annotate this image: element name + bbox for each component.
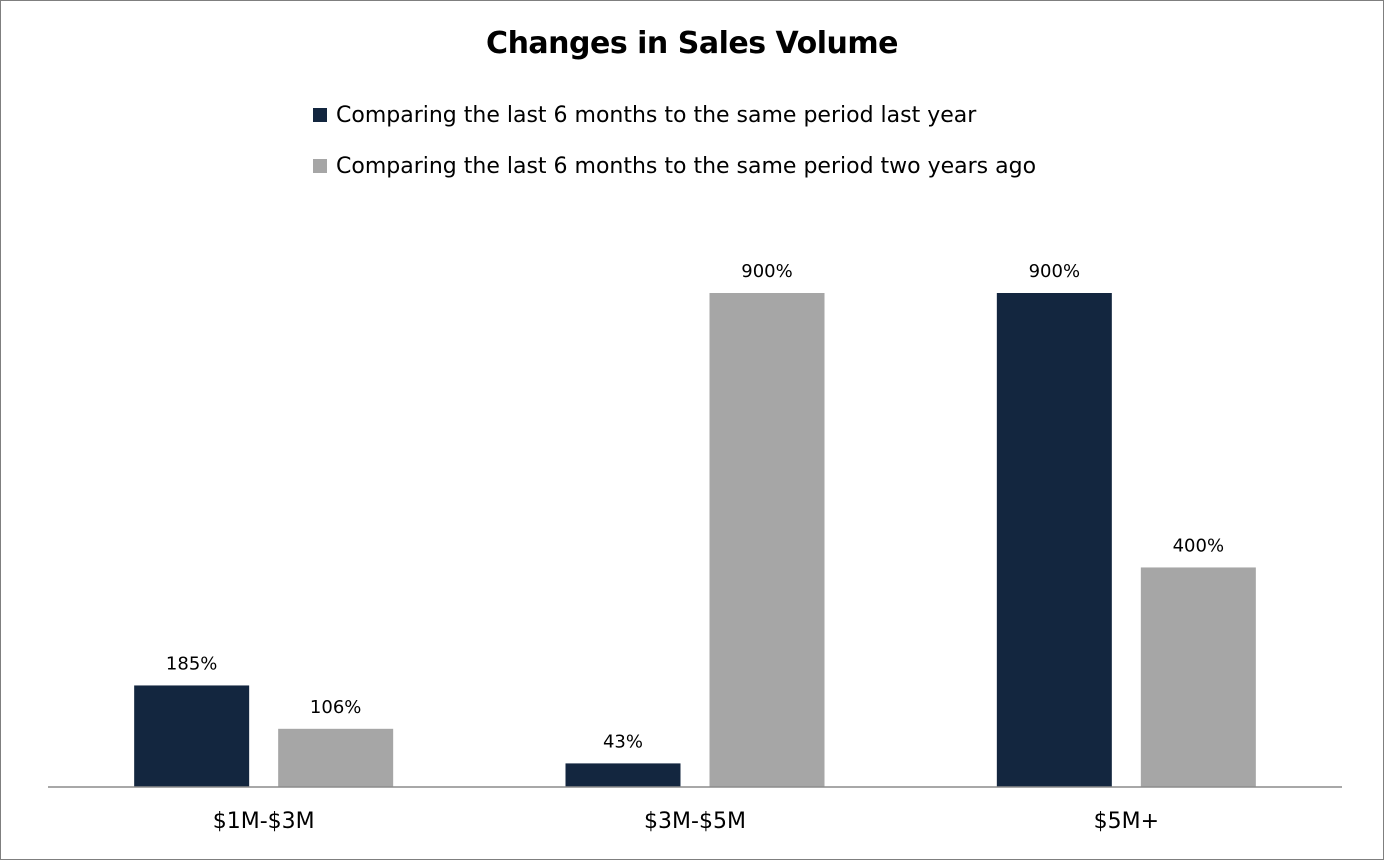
x-tick-labels-layer: $1M-$3M $3M-$5M $5M+ xyxy=(213,809,1159,834)
data-label-series-1-1: 185% xyxy=(166,653,217,674)
legend-swatch-series-2 xyxy=(313,159,327,173)
bar-series-1-3 xyxy=(996,293,1112,787)
bar-series-2-3 xyxy=(1140,567,1256,787)
legend-label-series-1: Comparing the last 6 months to the same … xyxy=(336,102,977,128)
bar-series-1-2 xyxy=(565,763,681,787)
data-labels-layer: 185% 106% 43% 900% 900% 400% xyxy=(166,261,1224,752)
data-label-series-1-2: 43% xyxy=(603,731,643,752)
legend-label-series-2: Comparing the last 6 months to the same … xyxy=(336,153,1037,179)
legend-item-series-2: Comparing the last 6 months to the same … xyxy=(313,149,1036,183)
bar-series-2-1 xyxy=(278,728,394,787)
chart-legend: Comparing the last 6 months to the same … xyxy=(313,98,1036,200)
legend-swatch-series-1 xyxy=(313,108,327,122)
legend-item-series-1: Comparing the last 6 months to the same … xyxy=(313,98,1036,132)
x-tick-label-3: $5M+ xyxy=(1094,809,1159,834)
bar-series-2-2 xyxy=(709,293,825,787)
data-label-series-1-3: 900% xyxy=(1029,261,1080,282)
data-label-series-2-1: 106% xyxy=(310,697,361,718)
data-label-series-2-3: 400% xyxy=(1173,535,1224,556)
data-label-series-2-2: 900% xyxy=(741,261,792,282)
x-tick-label-1: $1M-$3M xyxy=(213,809,315,834)
bar-series-1-1 xyxy=(134,685,250,787)
chart-title: Changes in Sales Volume xyxy=(486,26,898,61)
x-tick-label-2: $3M-$5M xyxy=(644,809,746,834)
bars-layer xyxy=(134,293,1256,787)
